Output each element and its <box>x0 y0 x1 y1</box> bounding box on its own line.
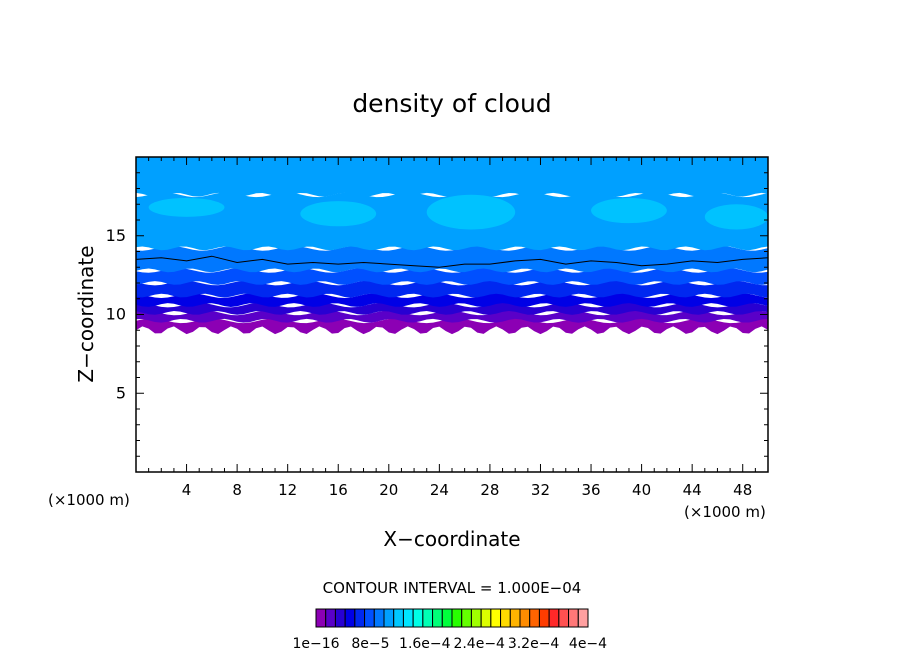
colorbar-swatch <box>412 608 424 628</box>
y-tick-label: 10 <box>106 305 126 324</box>
colorbar-tick-label: 2.4e−4 <box>453 636 505 652</box>
contour-band-4 <box>136 280 768 298</box>
x-tick-label: 4 <box>182 481 192 499</box>
colorbar-swatch <box>422 608 434 628</box>
colorbar-swatch <box>509 608 521 628</box>
highlight-patch-2 <box>426 194 516 230</box>
highlight-patch-4 <box>704 204 769 230</box>
contour-interval-label: CONTOUR INTERVAL = 1.000E−04 <box>323 579 582 597</box>
chart-title: density of cloud <box>352 89 551 118</box>
colorbar-swatch <box>461 608 472 628</box>
x-axis: 4 8 12 16 20 24 28 32 36 40 44 48 <box>148 157 756 499</box>
x-unit-left: (×1000 m) <box>48 491 130 509</box>
y-tick-label: 15 <box>106 226 126 245</box>
x-tick-label: 28 <box>480 481 499 499</box>
colorbar-tick-label: 1.6e−4 <box>399 636 451 652</box>
colorbar-swatch <box>500 608 511 628</box>
contour-fill <box>136 157 769 335</box>
colorbar-swatch <box>364 608 375 628</box>
colorbar-swatch <box>568 608 579 628</box>
x-tick-label: 40 <box>632 481 651 499</box>
x-tick-label: 8 <box>232 481 242 499</box>
x-axis-label: X−coordinate <box>383 527 520 551</box>
colorbar-swatch <box>393 608 404 628</box>
colorbar-tick-label: 8e−5 <box>351 636 389 652</box>
colorbar-swatch <box>548 608 560 628</box>
contour-band-6 <box>136 245 768 273</box>
highlight-patch-3 <box>591 197 667 224</box>
colorbar-swatch <box>519 608 531 628</box>
colorbar-swatch <box>538 608 550 628</box>
contour-band-0 <box>136 318 768 335</box>
colorbar-tick-label: 1e−16 <box>292 636 339 652</box>
colorbar-swatch <box>441 608 453 628</box>
colorbar-swatch <box>577 608 589 628</box>
contour-band-3 <box>136 293 768 307</box>
colorbar-swatch <box>451 608 463 628</box>
x-tick-label: 36 <box>581 481 600 499</box>
colorbar-swatch <box>344 608 356 628</box>
colorbar-tick-label: 4e−4 <box>569 636 607 652</box>
x-tick-label: 32 <box>531 481 550 499</box>
highlight-patch-0 <box>148 197 225 217</box>
colorbar-swatch <box>334 608 346 628</box>
colorbar-swatch <box>480 608 492 628</box>
colorbar-swatch <box>315 608 327 628</box>
x-tick-label: 24 <box>430 481 449 499</box>
colorbar-swatch <box>383 608 395 628</box>
colorbar-swatch <box>558 608 570 628</box>
y-axis-label: Z−coordinate <box>74 245 98 382</box>
colorbar-swatch <box>490 608 502 628</box>
colorbar <box>315 608 589 628</box>
colorbar-swatch <box>402 608 414 628</box>
y-tick-label: 5 <box>116 383 126 402</box>
contour-band-8 <box>136 157 768 197</box>
x-tick-label: 44 <box>683 481 702 499</box>
colorbar-swatch <box>470 608 482 628</box>
x-unit-right: (×1000 m) <box>684 503 766 521</box>
x-tick-label: 20 <box>379 481 398 499</box>
colorbar-tick-label: 3.2e−4 <box>508 636 560 652</box>
x-tick-label: 12 <box>278 481 297 499</box>
y-axis: 5 10 15 <box>106 172 768 457</box>
contour-lines <box>135 255 769 268</box>
colorbar-swatch <box>373 608 385 628</box>
colorbar-swatch <box>529 608 540 628</box>
colorbar-swatch <box>325 608 336 628</box>
contour-band-1 <box>136 310 768 323</box>
colorbar-swatch <box>432 608 443 628</box>
x-tick-label: 16 <box>329 481 348 499</box>
colorbar-swatch <box>354 608 366 628</box>
x-tick-label: 48 <box>733 481 752 499</box>
colorbar-labels: 1e−16 8e−5 1.6e−4 2.4e−4 3.2e−4 4e−4 <box>292 636 607 652</box>
contour-line <box>135 255 769 268</box>
highlight-patch-1 <box>300 201 377 227</box>
